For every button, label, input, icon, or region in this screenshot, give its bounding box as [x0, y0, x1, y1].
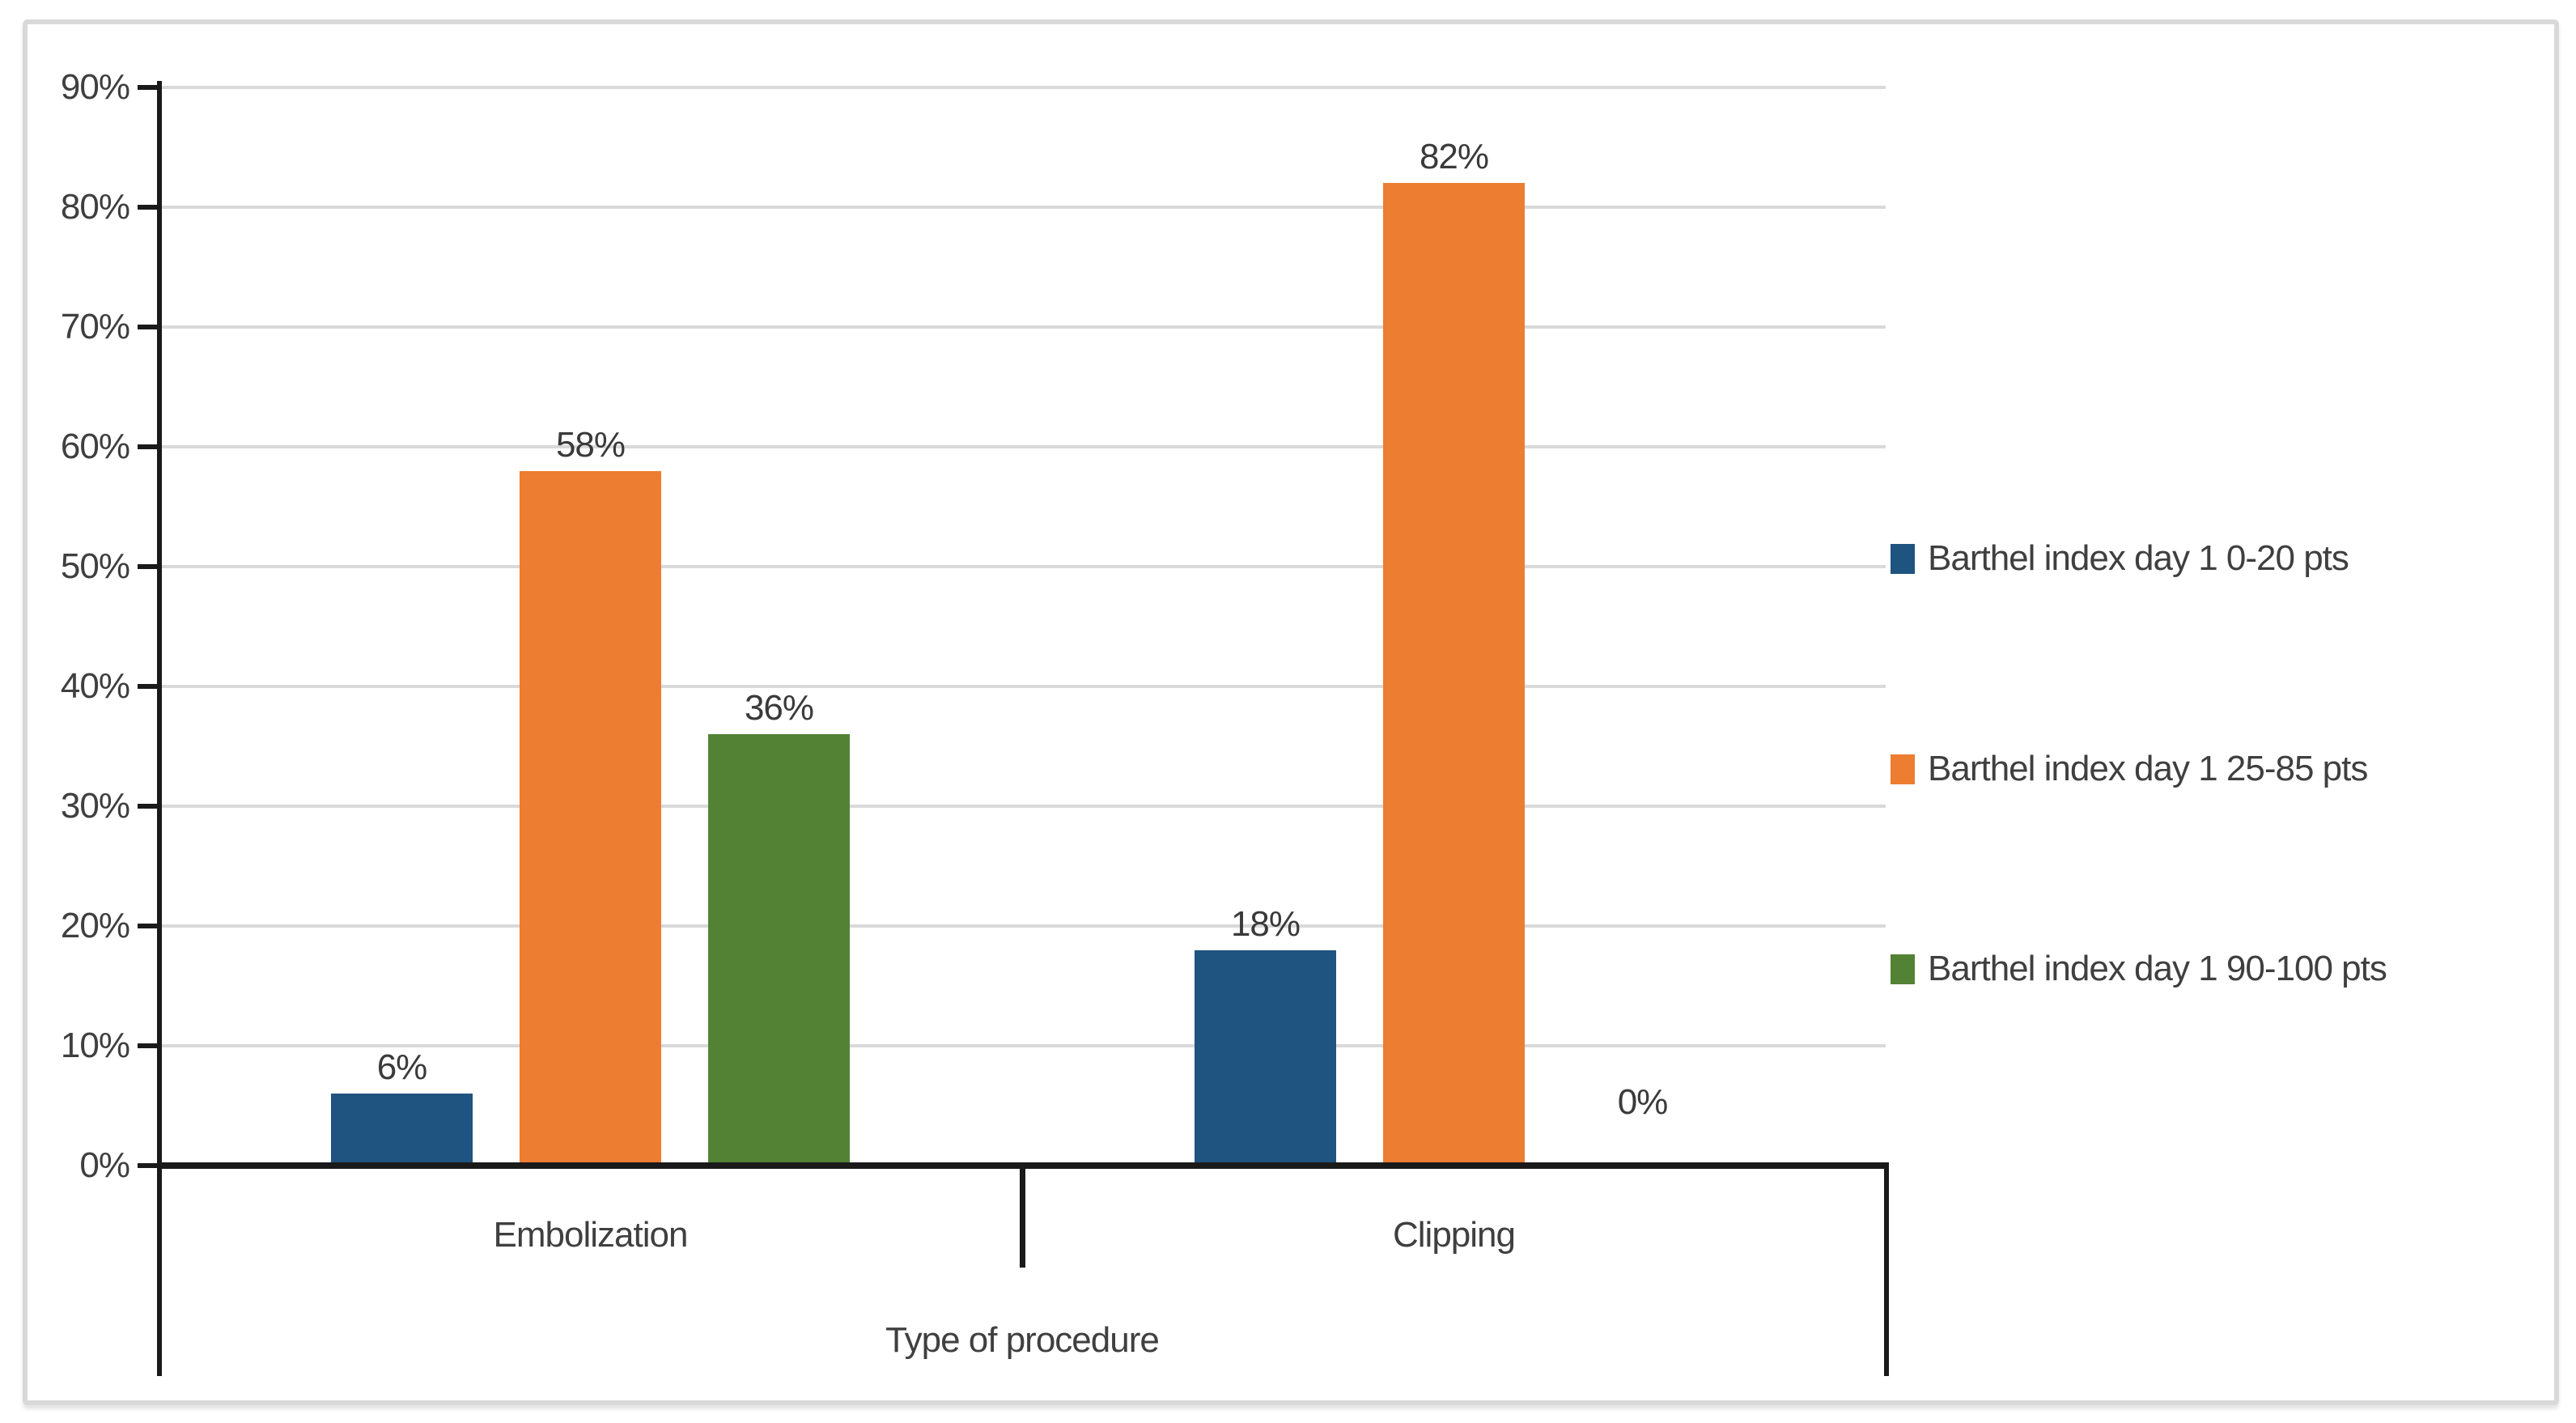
y-tick-label: 20% [60, 906, 130, 945]
bar-value-label: 36% [744, 688, 814, 728]
y-axis-tick [138, 205, 159, 210]
gridline [159, 325, 1886, 329]
bar [331, 1094, 473, 1166]
y-tick-label: 60% [60, 427, 130, 466]
y-tick-label: 50% [60, 546, 130, 586]
y-axis-tick [138, 444, 159, 449]
y-tick-label: 30% [60, 786, 130, 826]
legend-label: Barthel index day 1 0-20 pts [1928, 538, 2349, 578]
gridline [159, 924, 1886, 928]
legend-label: Barthel index day 1 25-85 pts [1928, 749, 2368, 788]
gridline [159, 565, 1886, 568]
legend-swatch-icon [1891, 954, 1915, 984]
category-label: Clipping [1393, 1215, 1516, 1255]
gridline [159, 206, 1886, 209]
y-axis-tick [138, 1163, 159, 1168]
y-axis-tick [138, 924, 159, 928]
legend-item: Barthel index day 1 0-20 pts [1891, 537, 2349, 580]
bar [708, 734, 850, 1166]
category-divider [1020, 1166, 1025, 1268]
y-tick-label: 0% [79, 1145, 130, 1185]
bar-value-label: 6% [376, 1047, 428, 1088]
bar-value-label: 18% [1230, 903, 1301, 944]
bar [1383, 183, 1525, 1166]
y-tick-label: 90% [60, 67, 130, 107]
y-axis-tick [138, 684, 159, 689]
y-tick-label: 70% [60, 307, 130, 346]
legend-item: Barthel index day 1 25-85 pts [1891, 748, 2368, 790]
x-axis-title: Type of procedure [885, 1320, 1160, 1360]
gridline [159, 1044, 1886, 1047]
gridline [159, 86, 1886, 89]
bar [1195, 949, 1336, 1166]
y-tick-label: 10% [60, 1026, 130, 1065]
bar-value-label: 58% [555, 424, 626, 465]
bar-value-label: 0% [1617, 1082, 1669, 1122]
y-axis-tick [138, 1043, 159, 1048]
legend-item: Barthel index day 1 90-100 pts [1891, 948, 2387, 990]
bar-value-label: 82% [1419, 137, 1489, 177]
y-tick-label: 40% [60, 666, 130, 706]
y-axis-tick [138, 325, 159, 329]
gridline [159, 445, 1886, 448]
gridline [159, 805, 1886, 808]
legend-swatch-icon [1891, 543, 1915, 574]
y-axis-tick [138, 564, 159, 569]
y-axis-line [157, 81, 162, 1376]
category-label: Embolization [493, 1215, 689, 1255]
legend-swatch-icon [1891, 754, 1915, 784]
y-tick-label: 80% [60, 187, 130, 227]
figure-border [23, 19, 2559, 1405]
category-axis-right-edge [1884, 1166, 1889, 1376]
y-axis-tick [138, 804, 159, 809]
y-axis-tick [138, 85, 159, 90]
gridline [159, 685, 1886, 688]
bar [520, 470, 661, 1166]
legend-label: Barthel index day 1 90-100 pts [1928, 949, 2387, 988]
